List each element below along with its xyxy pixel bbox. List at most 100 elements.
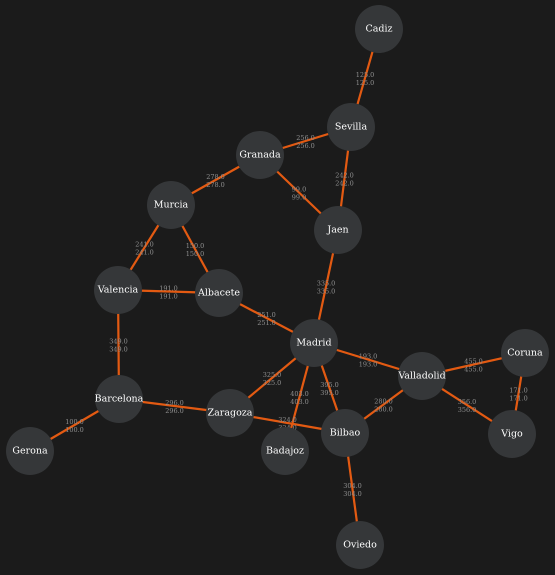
node-oviedo[interactable]: Oviedo	[336, 521, 384, 569]
node-circle-sevilla[interactable]	[327, 103, 375, 151]
edge-weight-reverse-valencia-albacete: 191.0	[159, 293, 178, 301]
edge-weight-zaragoza-bilbao: 324.0	[278, 416, 297, 424]
edge-weight-reverse-madrid-bilbao: 395.0	[320, 389, 339, 397]
node-circle-zaragoza[interactable]	[206, 389, 254, 437]
edge-weight-valencia-albacete: 191.0	[159, 285, 178, 293]
node-cadiz[interactable]: Cadiz	[355, 5, 403, 53]
node-circle-valencia[interactable]	[94, 266, 142, 314]
node-circle-valladolid[interactable]	[398, 352, 446, 400]
node-circle-granada[interactable]	[236, 131, 284, 179]
node-label-valencia: Valencia	[97, 285, 139, 296]
node-valladolid[interactable]: Valladolid	[397, 352, 446, 400]
edge-weight-reverse-valladolid-coruna: 455.0	[464, 366, 483, 374]
edge-weight-jaen-madrid: 335.0	[317, 280, 336, 288]
edge-weight-granada-murcia: 278.0	[206, 173, 225, 181]
node-sevilla[interactable]: Sevilla	[327, 103, 375, 151]
edge-weight-bilbao-oviedo: 304.0	[343, 482, 362, 490]
edge-weight-reverse-cadiz-sevilla: 125.0	[356, 79, 375, 87]
node-label-albacete: Albacete	[197, 288, 240, 299]
nodes-layer: Cadiz Sevilla Granada Murcia Jaen Valencia Alb…	[6, 5, 549, 569]
node-madrid[interactable]: Madrid	[290, 319, 338, 367]
node-bilbao[interactable]: Bilbao	[321, 409, 369, 457]
node-circle-vigo[interactable]	[488, 410, 536, 458]
node-label-murcia: Murcia	[154, 200, 189, 211]
node-label-badajoz: Badajoz	[266, 446, 304, 457]
edge-weight-reverse-granada-murcia: 278.0	[206, 181, 225, 189]
edge-weight-valladolid-coruna: 455.0	[464, 358, 483, 366]
node-label-cadiz: Cadiz	[365, 24, 392, 35]
node-label-gerona: Gerona	[12, 446, 48, 457]
node-zaragoza[interactable]: Zaragoza	[206, 389, 254, 437]
node-jaen[interactable]: Jaen	[314, 206, 362, 254]
edge-weight-reverse-madrid-valladolid: 193.0	[359, 361, 378, 369]
node-coruna[interactable]: Coruna	[501, 329, 549, 377]
edge-weight-sevilla-granada: 256.0	[296, 134, 315, 142]
edge-weight-reverse-barcelona-zaragoza: 296.0	[165, 407, 184, 415]
node-granada[interactable]: Granada	[236, 131, 284, 179]
node-circle-oviedo[interactable]	[336, 521, 384, 569]
edge-weight-reverse-jaen-madrid: 335.0	[317, 288, 336, 296]
edge-weight-reverse-albacete-madrid: 251.0	[257, 319, 276, 327]
node-label-madrid: Madrid	[296, 338, 331, 349]
node-vigo[interactable]: Vigo	[488, 410, 536, 458]
node-label-jaen: Jaen	[326, 225, 348, 236]
node-circle-badajoz[interactable]	[261, 427, 309, 475]
edge-weight-madrid-badajoz: 403.0	[290, 390, 309, 398]
edge-weight-reverse-valencia-barcelona: 349.0	[109, 346, 128, 354]
node-gerona[interactable]: Gerona	[6, 427, 54, 475]
node-label-barcelona: Barcelona	[95, 394, 144, 405]
node-valencia[interactable]: Valencia	[94, 266, 142, 314]
edge-weight-reverse-barcelona-gerona: 100.0	[65, 426, 84, 434]
edge-weight-madrid-bilbao: 395.0	[320, 381, 339, 389]
edge-weight-barcelona-zaragoza: 296.0	[165, 399, 184, 407]
node-circle-coruna[interactable]	[501, 329, 549, 377]
edge-weight-granada-jaen: 99.0	[292, 186, 306, 194]
edge-weight-valladolid-bilbao: 280.0	[374, 398, 393, 406]
edge-weight-reverse-bilbao-oviedo: 304.0	[343, 490, 362, 498]
node-circle-cadiz[interactable]	[355, 5, 403, 53]
node-label-coruna: Coruna	[507, 348, 543, 359]
edge-weight-coruna-vigo: 171.0	[509, 387, 528, 395]
edge-weight-reverse-madrid-badajoz: 403.0	[290, 398, 309, 406]
edge-weight-sevilla-jaen: 242.0	[335, 172, 354, 180]
node-label-bilbao: Bilbao	[330, 428, 361, 439]
node-circle-gerona[interactable]	[6, 427, 54, 475]
node-label-oviedo: Oviedo	[343, 540, 377, 551]
node-badajoz[interactable]: Badajoz	[261, 427, 309, 475]
edge-weight-reverse-granada-jaen: 99.0	[292, 194, 306, 202]
node-circle-murcia[interactable]	[147, 181, 195, 229]
edge-weight-valencia-barcelona: 349.0	[109, 338, 128, 346]
edge-weight-madrid-valladolid: 193.0	[359, 353, 378, 361]
node-circle-madrid[interactable]	[290, 319, 338, 367]
node-circle-albacete[interactable]	[195, 269, 243, 317]
edge-weight-reverse-murcia-valencia: 241.0	[135, 249, 154, 257]
edge-weight-reverse-sevilla-granada: 256.0	[296, 142, 315, 150]
edge-weight-murcia-albacete: 150.0	[186, 242, 205, 250]
edge-weight-reverse-madrid-zaragoza: 325.0	[263, 379, 282, 387]
edge-weight-albacete-madrid: 251.0	[257, 311, 276, 319]
edge-weight-madrid-zaragoza: 325.0	[263, 371, 282, 379]
edge-weight-reverse-valladolid-vigo: 356.0	[458, 406, 477, 414]
edge-weight-murcia-valencia: 241.0	[135, 241, 154, 249]
node-label-vigo: Vigo	[500, 429, 523, 440]
edge-weight-reverse-valladolid-bilbao: 280.0	[374, 406, 393, 414]
edge-weight-reverse-murcia-albacete: 150.0	[186, 250, 205, 258]
node-murcia[interactable]: Murcia	[147, 181, 195, 229]
edge-weight-reverse-sevilla-jaen: 242.0	[335, 180, 354, 188]
edge-weight-reverse-coruna-vigo: 171.0	[509, 395, 528, 403]
node-circle-barcelona[interactable]	[95, 375, 143, 423]
node-label-zaragoza: Zaragoza	[208, 408, 253, 419]
node-label-granada: Granada	[239, 150, 281, 161]
edge-weight-valladolid-vigo: 356.0	[458, 398, 477, 406]
node-circle-jaen[interactable]	[314, 206, 362, 254]
edge-weight-barcelona-gerona: 100.0	[65, 418, 84, 426]
node-barcelona[interactable]: Barcelona	[95, 375, 144, 423]
node-albacete[interactable]: Albacete	[195, 269, 243, 317]
node-label-valladolid: Valladolid	[397, 371, 445, 382]
node-circle-bilbao[interactable]	[321, 409, 369, 457]
node-label-sevilla: Sevilla	[335, 122, 368, 133]
